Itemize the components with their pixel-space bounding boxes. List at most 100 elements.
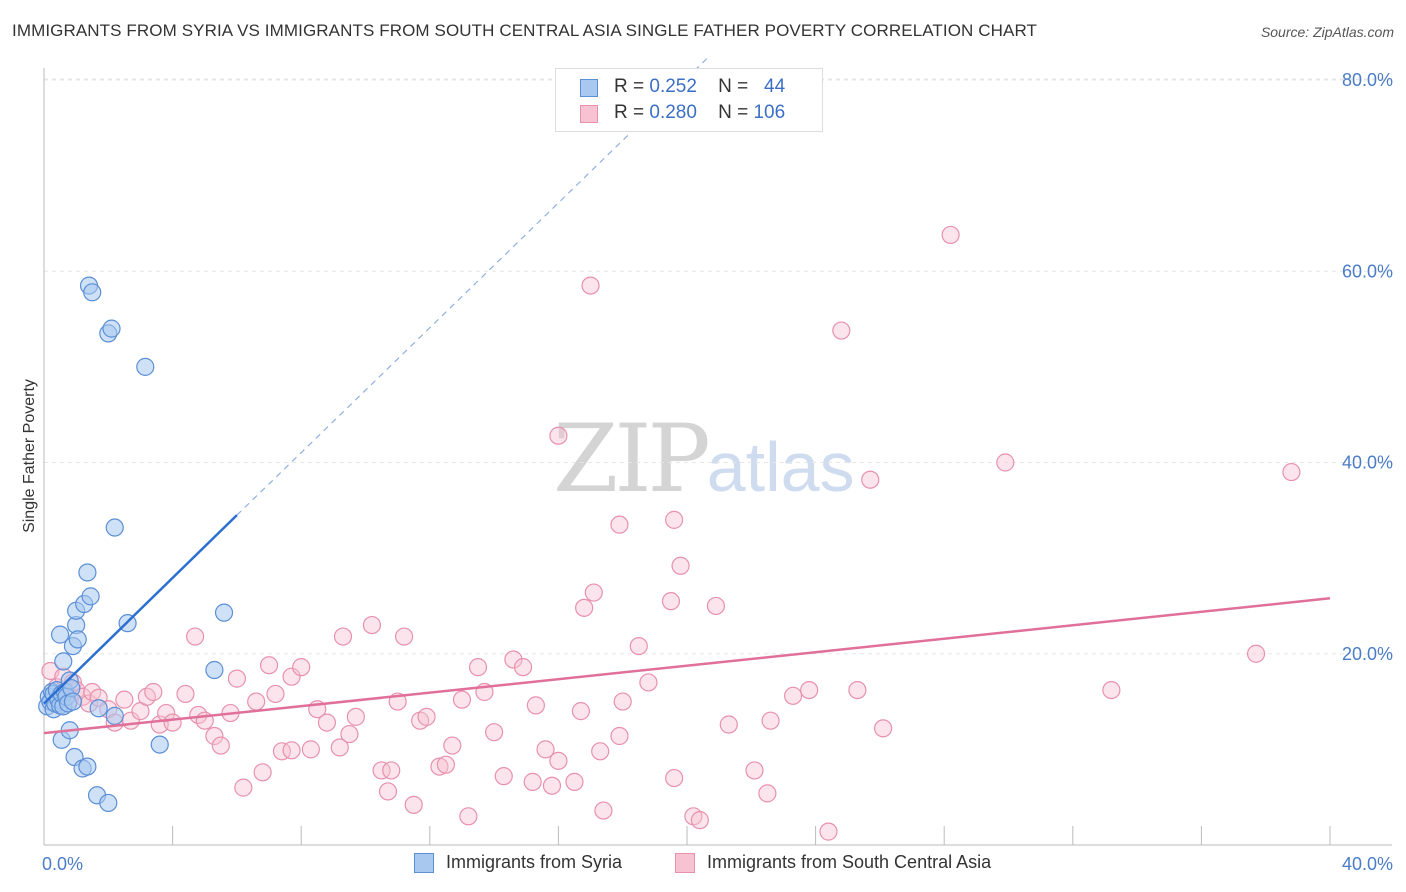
sca-point <box>1282 462 1301 482</box>
sca-point <box>404 795 423 814</box>
syria-point <box>54 652 73 671</box>
sca-point <box>443 736 462 755</box>
sca-point <box>317 713 337 732</box>
sca-point <box>591 742 610 761</box>
sca-point <box>394 627 414 646</box>
sca-point <box>253 763 272 782</box>
legend-swatch-sca <box>580 105 598 123</box>
sca-point <box>874 719 893 738</box>
sca-point <box>282 667 301 686</box>
sca-point <box>211 736 230 755</box>
legend-stats-syria: R = 0.252 N = 44 <box>614 76 785 98</box>
n-value: 44 <box>764 76 786 97</box>
sca-point <box>996 453 1015 472</box>
syria-point <box>78 563 97 582</box>
legend-stats-sca: R = 0.280 N = 106 <box>614 102 785 124</box>
sca-point <box>333 627 353 646</box>
chart-title: IMMIGRANTS FROM SYRIA VS IMMIGRANTS FROM… <box>12 21 1038 40</box>
syria-point <box>205 660 224 680</box>
sca-point <box>452 690 472 709</box>
sca-point <box>671 556 690 575</box>
legend-swatch-sca <box>675 853 695 873</box>
sca-point <box>330 738 349 757</box>
n-label: N = <box>718 76 749 97</box>
sca-point <box>761 711 780 730</box>
sca-point <box>513 658 533 677</box>
sca-point <box>848 680 867 700</box>
sca-point <box>459 807 478 826</box>
sca-point <box>661 592 681 611</box>
sca-point <box>610 515 629 534</box>
sca-point <box>436 755 455 774</box>
sca-point <box>832 321 851 340</box>
syria-point <box>102 319 121 338</box>
sca-point <box>346 707 365 726</box>
sca-point <box>176 684 195 704</box>
sca-point <box>665 510 684 529</box>
sca-point <box>542 776 562 795</box>
syria-point <box>136 357 155 376</box>
sca-point <box>800 680 819 700</box>
sca-point <box>1246 644 1266 663</box>
r-value: 0.252 <box>649 76 697 97</box>
sca-point <box>247 692 266 711</box>
syria-trend-line <box>43 514 238 705</box>
sca-point <box>272 742 292 761</box>
sca-point <box>362 615 382 635</box>
sca-point <box>504 650 523 669</box>
n-label: N = <box>718 102 749 123</box>
sca-point <box>163 713 182 732</box>
sca-point <box>610 726 629 746</box>
legend-label-syria: Immigrants from Syria <box>446 852 623 872</box>
sca-point <box>783 686 803 705</box>
r-value: 0.280 <box>649 102 697 123</box>
sca-point <box>372 761 391 780</box>
y-tick-label: 60.0% <box>1342 261 1393 281</box>
x-tick-label: 0.0% <box>42 854 83 874</box>
sca-point <box>549 751 568 770</box>
sca-point <box>417 707 436 726</box>
points-south-central-asia <box>41 225 1301 841</box>
sca-point <box>227 669 246 688</box>
watermark-zip: ZIP <box>553 405 711 514</box>
sca-point <box>430 757 449 776</box>
sca-point <box>613 692 632 711</box>
sca-point <box>494 767 513 786</box>
sca-point <box>861 470 880 489</box>
sca-point <box>382 761 401 780</box>
sca-point <box>629 636 648 656</box>
sca-point <box>523 772 542 791</box>
sca-point <box>549 426 568 445</box>
syria-point <box>63 692 83 711</box>
syria-point <box>105 518 124 537</box>
sca-point <box>1102 680 1121 700</box>
sca-point <box>941 225 960 245</box>
r-label: R = <box>614 102 645 123</box>
syria-point <box>99 793 118 813</box>
grid-lines <box>44 78 1392 655</box>
y-tick-label: 40.0% <box>1342 453 1393 473</box>
syria-point <box>68 630 87 649</box>
trend-lines <box>43 514 1331 735</box>
sca-point <box>205 726 224 746</box>
tick-labels: 20.0% 40.0% 60.0% 80.0% 0.0% 40.0% <box>42 70 1393 874</box>
sca-point <box>186 627 205 646</box>
n-value: 106 <box>753 102 786 123</box>
sca-point <box>292 658 311 677</box>
sca-point <box>378 782 398 801</box>
x-tick-label: 40.0% <box>1342 854 1393 874</box>
sca-trend-line <box>43 597 1331 735</box>
r-label: R = <box>614 76 645 97</box>
sca-point <box>468 658 488 677</box>
sca-point <box>758 784 777 803</box>
legend-swatch-syria <box>414 853 434 873</box>
sca-point <box>819 822 838 841</box>
syria-point <box>50 625 70 644</box>
source-label: Source: ZipAtlas.com <box>1260 24 1394 40</box>
sca-point <box>340 724 359 744</box>
y-axis-label: Single Father Poverty <box>21 379 38 533</box>
sca-point <box>584 583 603 602</box>
syria-point <box>89 699 108 718</box>
watermark: ZIPatlas <box>553 405 855 514</box>
